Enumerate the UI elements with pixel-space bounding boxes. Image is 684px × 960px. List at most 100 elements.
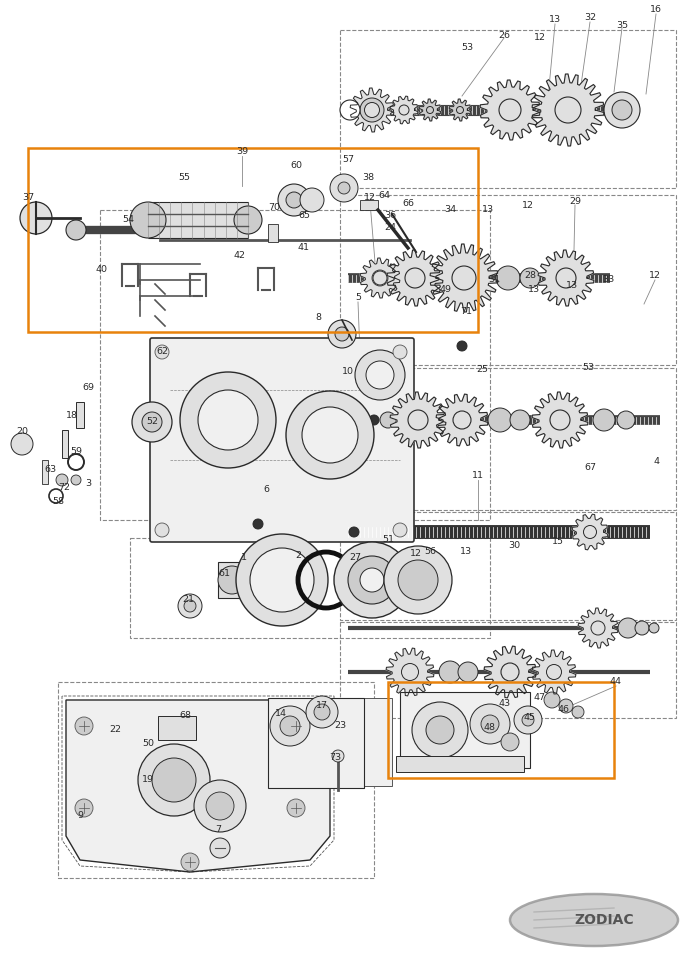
Bar (158, 716, 196, 740)
Text: 12: 12 (534, 34, 546, 42)
Polygon shape (480, 80, 540, 140)
Text: 66: 66 (402, 200, 414, 208)
Text: 67: 67 (584, 464, 596, 472)
Polygon shape (538, 250, 594, 306)
Circle shape (559, 699, 573, 713)
Polygon shape (387, 250, 443, 306)
Text: 49: 49 (439, 285, 451, 295)
Polygon shape (390, 392, 446, 448)
Text: 68: 68 (179, 711, 191, 721)
Circle shape (184, 600, 196, 612)
Circle shape (328, 320, 356, 348)
Circle shape (142, 412, 162, 432)
Circle shape (384, 546, 452, 614)
Polygon shape (390, 96, 418, 124)
Circle shape (236, 534, 328, 626)
Text: 38: 38 (362, 174, 374, 182)
Text: 15: 15 (552, 538, 564, 546)
Bar (388, 682, 614, 778)
Polygon shape (532, 392, 588, 448)
Text: 10: 10 (342, 368, 354, 376)
Text: 14: 14 (275, 709, 287, 718)
Text: 37: 37 (22, 194, 34, 203)
Bar (400, 692, 530, 768)
Text: 71: 71 (460, 307, 472, 317)
Circle shape (194, 780, 246, 832)
Circle shape (499, 99, 521, 121)
Circle shape (155, 345, 169, 359)
Circle shape (355, 350, 405, 400)
Circle shape (180, 372, 276, 468)
Text: 64: 64 (378, 191, 390, 201)
Text: 7: 7 (215, 826, 221, 834)
Text: 61: 61 (218, 569, 230, 579)
Circle shape (373, 271, 387, 285)
Circle shape (555, 97, 581, 123)
Text: 35: 35 (616, 20, 628, 30)
Circle shape (270, 706, 310, 746)
Circle shape (547, 664, 562, 680)
Circle shape (132, 402, 172, 442)
Circle shape (75, 717, 93, 735)
Circle shape (572, 706, 584, 718)
Circle shape (369, 415, 379, 425)
Circle shape (234, 206, 262, 234)
Text: 24: 24 (384, 224, 396, 232)
Polygon shape (360, 258, 400, 298)
Circle shape (360, 98, 384, 122)
Text: 11: 11 (472, 471, 484, 481)
Circle shape (302, 407, 358, 463)
Circle shape (314, 704, 330, 720)
Circle shape (280, 716, 300, 736)
Text: 36: 36 (384, 210, 396, 220)
FancyBboxPatch shape (150, 338, 414, 542)
Bar (28, 148, 478, 332)
Text: 73: 73 (329, 754, 341, 762)
Circle shape (330, 174, 358, 202)
Circle shape (457, 341, 467, 351)
Circle shape (649, 623, 659, 633)
Circle shape (604, 92, 640, 128)
Bar (360, 200, 378, 210)
Bar (58, 682, 374, 878)
Circle shape (426, 716, 454, 744)
Circle shape (300, 188, 324, 212)
Text: 13: 13 (566, 280, 578, 290)
Circle shape (138, 744, 210, 816)
Text: 17: 17 (316, 702, 328, 710)
Circle shape (349, 527, 359, 537)
Circle shape (399, 105, 409, 115)
Circle shape (198, 390, 258, 450)
Text: 12: 12 (364, 194, 376, 203)
Circle shape (496, 266, 520, 290)
Circle shape (556, 268, 576, 288)
Circle shape (334, 542, 410, 618)
Circle shape (593, 409, 615, 431)
Circle shape (412, 702, 468, 758)
Circle shape (514, 706, 542, 734)
Circle shape (66, 220, 86, 240)
Polygon shape (436, 395, 488, 445)
Text: 40: 40 (96, 266, 108, 275)
Text: 39: 39 (236, 148, 248, 156)
Text: 31: 31 (488, 276, 500, 284)
Bar (130, 538, 490, 638)
Circle shape (340, 100, 360, 120)
Text: 6: 6 (263, 486, 269, 494)
Circle shape (218, 566, 246, 594)
Polygon shape (419, 99, 441, 121)
Polygon shape (386, 648, 434, 696)
Circle shape (408, 410, 428, 430)
Circle shape (550, 410, 570, 430)
Circle shape (405, 268, 425, 288)
Circle shape (372, 270, 388, 286)
Circle shape (348, 556, 396, 604)
Polygon shape (578, 608, 618, 648)
Polygon shape (66, 700, 330, 872)
Text: 13: 13 (460, 547, 472, 557)
Polygon shape (484, 646, 536, 698)
Circle shape (452, 266, 476, 290)
Circle shape (544, 692, 560, 708)
Circle shape (456, 107, 464, 113)
Circle shape (365, 103, 380, 117)
